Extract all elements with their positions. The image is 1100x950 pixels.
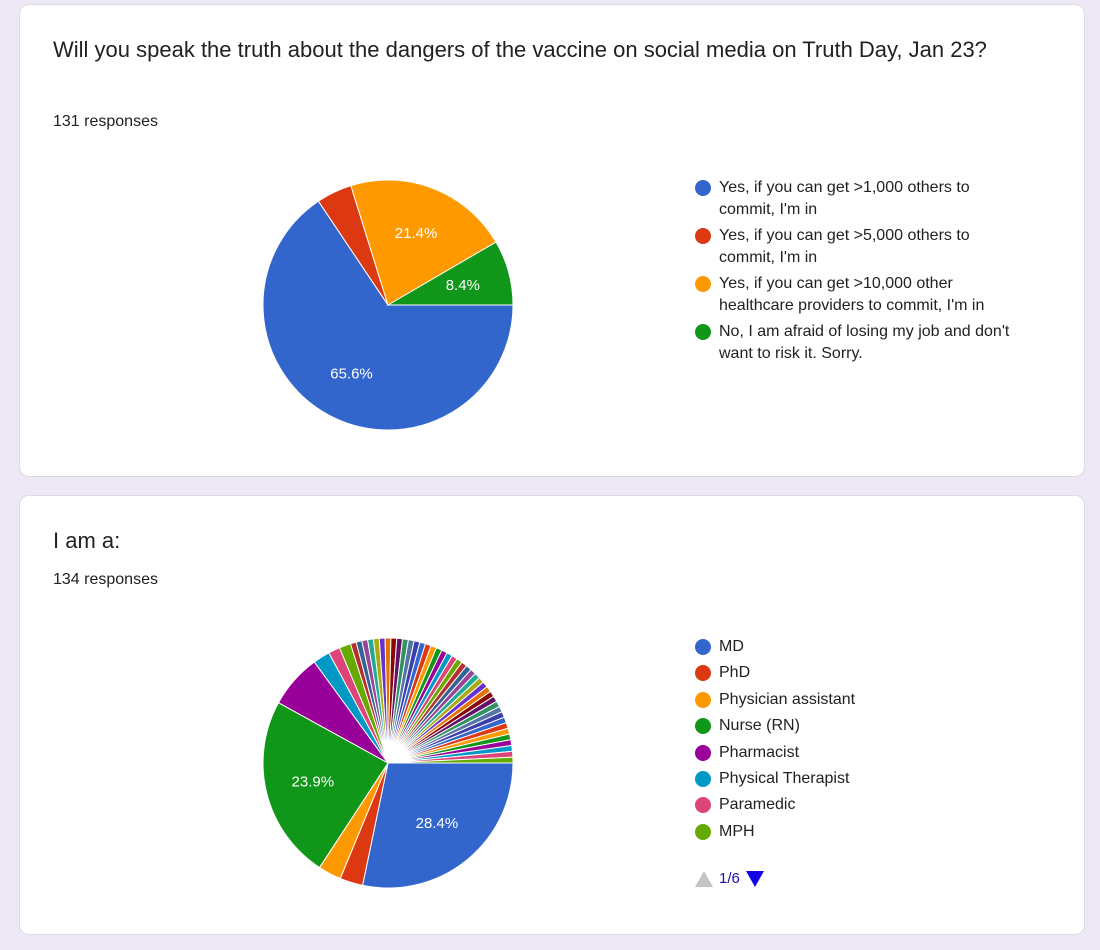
page-label: 1/6 — [719, 870, 740, 887]
response-count: 131 responses — [53, 113, 158, 130]
slice-data-label: 28.4% — [416, 815, 459, 832]
legend-item[interactable]: Physical Therapist — [695, 768, 1015, 794]
pie-slice[interactable] — [262, 200, 514, 431]
legend-label: Yes, if you can get >10,000 other health… — [719, 275, 985, 314]
slice-data-label: 65.6% — [330, 365, 373, 382]
pie-slice[interactable] — [350, 179, 497, 306]
legend-item[interactable]: Pharmacist — [695, 742, 1015, 768]
pie-slice[interactable] — [387, 756, 514, 764]
legend-swatch-icon — [695, 718, 711, 735]
legend-label: Physician assistant — [719, 690, 856, 708]
legend-label: Nurse (RN) — [719, 717, 800, 735]
legend-item[interactable]: MD — [695, 636, 1015, 662]
question-title: I am a: — [53, 528, 121, 553]
legend-label: Physical Therapist — [719, 769, 850, 787]
page-up-icon[interactable] — [695, 870, 713, 887]
legend-item[interactable]: Nurse (RN) — [695, 715, 1015, 741]
legend-swatch-icon — [695, 276, 711, 292]
legend-label: PhD — [719, 664, 751, 682]
pie-chart-1: 65.6% 21.4% 8.4% — [262, 179, 514, 431]
legend-label: Yes, if you can get >1,000 others to com… — [719, 179, 970, 218]
pie-slice[interactable] — [386, 241, 514, 306]
legend-label: MPH — [719, 822, 755, 840]
legend-item[interactable]: Yes, if you can get >10,000 other health… — [695, 273, 1015, 317]
question-card-2: I am a: 134 responses — [19, 495, 1085, 935]
legend-swatch-icon — [695, 180, 711, 196]
legend-item[interactable]: PhD — [695, 662, 1015, 688]
legend-swatch-icon — [695, 797, 711, 814]
page-down-icon[interactable] — [745, 870, 764, 887]
legend-label: Paramedic — [719, 796, 796, 814]
question-card-1: Will you speak the truth about the dange… — [19, 4, 1085, 477]
slice-data-label: 23.9% — [292, 774, 335, 791]
slice-data-label: 8.4% — [446, 277, 480, 294]
legend-item[interactable]: MPH — [695, 821, 1015, 847]
legend-swatch-icon — [695, 823, 711, 840]
legend-swatch-icon — [695, 324, 711, 340]
legend-label: MD — [719, 638, 744, 655]
legend-swatch-icon — [695, 228, 711, 244]
legend-swatch-icon — [695, 770, 711, 787]
legend-1: Yes, if you can get >1,000 others to com… — [695, 177, 1015, 369]
pie-slice[interactable] — [361, 762, 514, 889]
pie-slice[interactable] — [262, 702, 389, 869]
legend-swatch-icon — [695, 639, 711, 655]
legend-label: Pharmacist — [719, 743, 800, 761]
legend-item[interactable]: Physician assistant — [695, 689, 1015, 715]
legend-label: No, I am afraid of losing my job and don… — [719, 323, 1010, 362]
legend-swatch-icon — [695, 691, 711, 708]
pie-chart-2: 28.4% 23.9% — [262, 637, 514, 889]
legend-pager: 1/6 — [695, 870, 764, 887]
legend-item[interactable]: Yes, if you can get >5,000 others to com… — [695, 225, 1015, 269]
legend-swatch-icon — [695, 744, 711, 761]
response-count: 134 responses — [53, 571, 158, 588]
legend-2: MD PhD Physician assistant Nurse (RN) Pharma… — [695, 636, 1015, 847]
legend-swatch-icon — [695, 665, 711, 682]
legend-item[interactable]: Yes, if you can get >1,000 others to com… — [695, 177, 1015, 221]
legend-item[interactable]: Paramedic — [695, 794, 1015, 820]
question-title: Will you speak the truth about the dange… — [53, 37, 987, 62]
legend-label: Yes, if you can get >5,000 others to com… — [719, 227, 970, 266]
slice-data-label: 21.4% — [395, 225, 438, 242]
legend-item[interactable]: No, I am afraid of losing my job and don… — [695, 321, 1015, 365]
